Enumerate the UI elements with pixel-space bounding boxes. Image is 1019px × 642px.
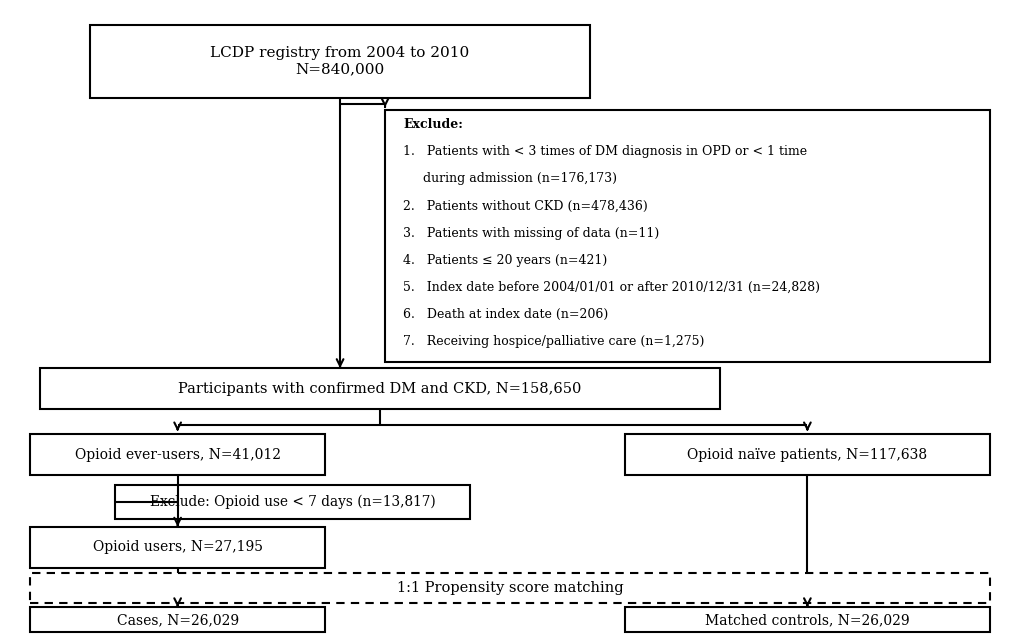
- Text: 1.   Patients with < 3 times of DM diagnosis in OPD or < 1 time: 1. Patients with < 3 times of DM diagnos…: [403, 145, 806, 158]
- Text: Opioid ever-users, N=41,012: Opioid ever-users, N=41,012: [74, 447, 280, 462]
- Text: Participants with confirmed DM and CKD, N=158,650: Participants with confirmed DM and CKD, …: [178, 381, 581, 395]
- Text: 4.   Patients ≤ 20 years (n=421): 4. Patients ≤ 20 years (n=421): [403, 254, 606, 266]
- Bar: [31, 434, 325, 475]
- Text: during admission (n=176,173): during admission (n=176,173): [403, 172, 616, 185]
- Bar: [40, 368, 719, 409]
- Text: 2.   Patients without CKD (n=478,436): 2. Patients without CKD (n=478,436): [403, 200, 647, 213]
- Text: LCDP registry from 2004 to 2010
N=840,000: LCDP registry from 2004 to 2010 N=840,00…: [210, 46, 469, 76]
- Text: 7.   Receiving hospice/palliative care (n=1,275): 7. Receiving hospice/palliative care (n=…: [403, 335, 704, 349]
- Text: Matched controls, N=26,029: Matched controls, N=26,029: [704, 613, 909, 627]
- Text: Opioid naïve patients, N=117,638: Opioid naïve patients, N=117,638: [687, 447, 926, 462]
- Text: 5.   Index date before 2004/01/01 or after 2010/12/31 (n=24,828): 5. Index date before 2004/01/01 or after…: [403, 281, 819, 294]
- Bar: [625, 607, 988, 632]
- Text: 6.   Death at index date (n=206): 6. Death at index date (n=206): [403, 308, 607, 321]
- Bar: [625, 434, 988, 475]
- Bar: [90, 25, 589, 98]
- Text: 1:1 Propensity score matching: 1:1 Propensity score matching: [396, 581, 623, 594]
- Text: Opioid users, N=27,195: Opioid users, N=27,195: [93, 540, 262, 554]
- Text: Cases, N=26,029: Cases, N=26,029: [116, 613, 238, 627]
- Bar: [385, 110, 988, 362]
- Bar: [31, 573, 988, 603]
- Text: Exclude:: Exclude:: [403, 117, 463, 131]
- Bar: [115, 485, 470, 519]
- Text: Exclude: Opioid use < 7 days (n=13,817): Exclude: Opioid use < 7 days (n=13,817): [150, 495, 435, 509]
- Bar: [31, 526, 325, 568]
- Text: 3.   Patients with missing of data (n=11): 3. Patients with missing of data (n=11): [403, 227, 658, 239]
- Bar: [31, 607, 325, 632]
